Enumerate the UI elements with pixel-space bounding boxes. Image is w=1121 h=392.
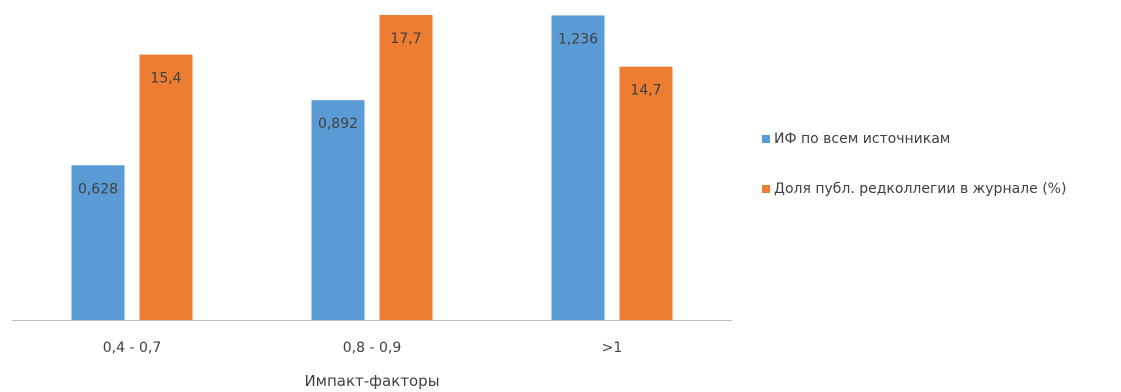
x-tick-label-0: 0,4 - 0,7: [103, 340, 161, 356]
legend-item-if: ИФ по всем источникам: [762, 128, 1112, 150]
data-label-share-2: 14,7: [630, 83, 661, 99]
data-label-if-2: 1,236: [558, 31, 598, 47]
bar-if-2: [551, 15, 605, 321]
legend-swatch-if: [762, 135, 770, 143]
x-axis-title: Импакт-факторы: [304, 372, 439, 390]
data-label-share-0: 15,4: [150, 71, 181, 87]
bar-if-0: [71, 165, 125, 320]
legend-swatch-share: [762, 185, 770, 193]
legend-label-share: Доля публ. редколлегии в журнале (%): [774, 181, 1067, 197]
x-tick-label-2: >1: [602, 340, 623, 356]
x-tick-label-1: 0,8 - 0,9: [343, 340, 401, 356]
legend-item-share: Доля публ. редколлегии в журнале (%): [762, 178, 1112, 200]
data-label-if-0: 0,628: [78, 181, 118, 197]
data-label-if-1: 0,892: [318, 116, 358, 132]
legend: ИФ по всем источникам Доля публ. редколл…: [762, 128, 1112, 228]
bar-share-1: [379, 15, 433, 320]
data-label-share-1: 17,7: [390, 31, 421, 47]
legend-label-if: ИФ по всем источникам: [774, 131, 951, 147]
bar-share-0: [139, 54, 193, 321]
bar-share-2: [619, 66, 673, 320]
bar-if-1: [311, 100, 365, 321]
